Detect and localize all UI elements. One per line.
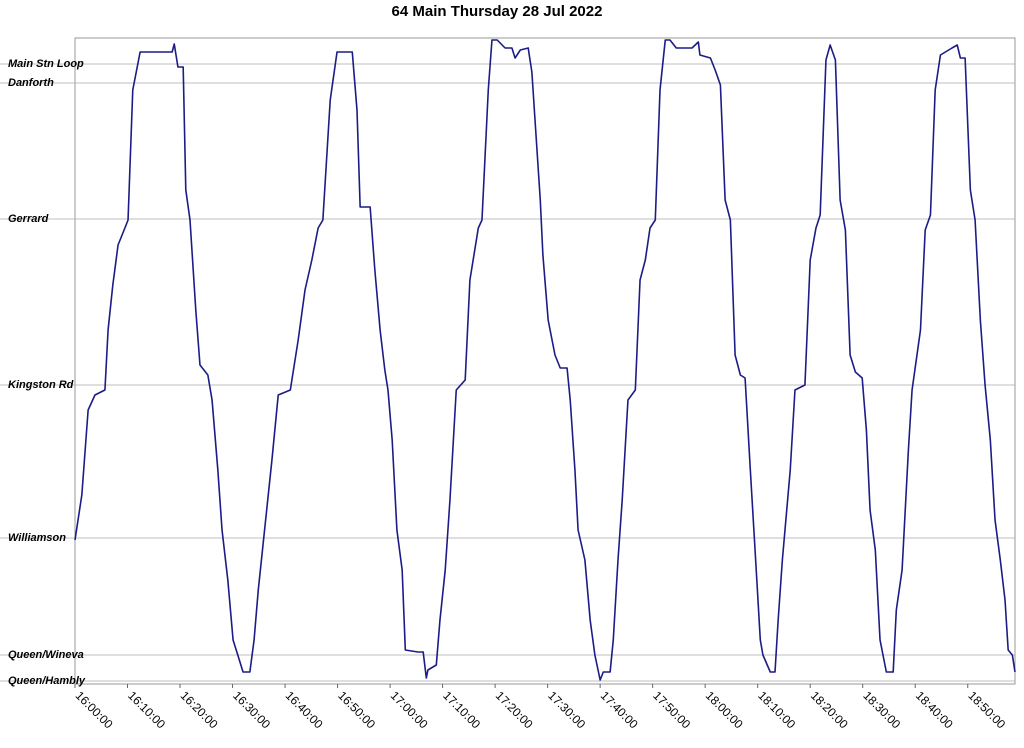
x-tick-label: 16:20:00 — [178, 688, 221, 731]
x-tick-label: 17:30:00 — [545, 688, 588, 731]
x-tick-label: 16:40:00 — [283, 688, 326, 731]
y-tick-label: Kingston Rd — [8, 379, 74, 391]
y-tick-label: Queen/Hambly — [8, 675, 86, 687]
x-tick-label: 18:50:00 — [965, 688, 1008, 731]
x-tick-label: 18:00:00 — [703, 688, 746, 731]
x-tick-label: 18:30:00 — [860, 688, 903, 731]
y-tick-label: Gerrard — [8, 213, 49, 225]
plot-frame — [74, 37, 1016, 685]
chart-title: 64 Main Thursday 28 Jul 2022 — [392, 3, 603, 20]
x-tick-label: 18:10:00 — [755, 688, 798, 731]
x-tick-label: 17:40:00 — [598, 688, 641, 731]
x-tick-label: 18:40:00 — [913, 688, 956, 731]
y-tick-label: Danforth — [8, 77, 54, 89]
x-tick-label: 16:00:00 — [73, 688, 116, 731]
x-tick-label: 17:20:00 — [493, 688, 536, 731]
x-tick-label: 16:10:00 — [125, 688, 168, 731]
x-tick-label: 17:00:00 — [388, 688, 431, 731]
y-tick-label: Queen/Wineva — [8, 649, 84, 661]
y-tick-label: Main Stn Loop — [8, 58, 84, 70]
x-tick-label: 17:50:00 — [650, 688, 693, 731]
x-tick-label: 17:10:00 — [440, 688, 483, 731]
y-tick-label: Williamson — [8, 532, 66, 544]
data-line — [74, 39, 1016, 681]
x-tick-label: 16:30:00 — [230, 688, 273, 731]
x-tick-label: 18:20:00 — [808, 688, 851, 731]
x-tick-label: 16:50:00 — [335, 688, 378, 731]
